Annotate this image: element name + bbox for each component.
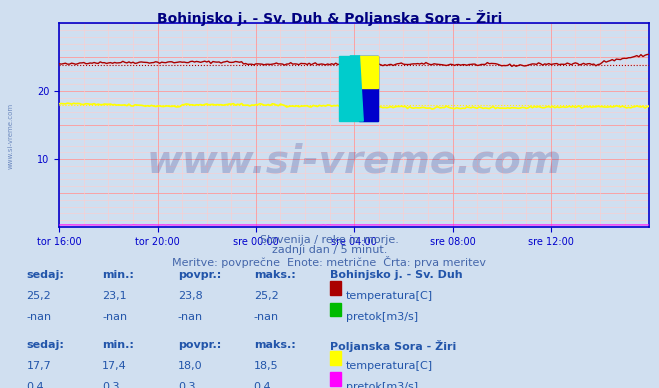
Text: maks.:: maks.: (254, 270, 295, 280)
Text: 0,4: 0,4 (26, 382, 44, 388)
Text: zadnji dan / 5 minut.: zadnji dan / 5 minut. (272, 245, 387, 255)
Text: -nan: -nan (26, 312, 51, 322)
Text: www.si-vreme.com: www.si-vreme.com (146, 143, 562, 181)
Text: maks.:: maks.: (254, 340, 295, 350)
Text: -nan: -nan (102, 312, 127, 322)
Bar (358, 56, 378, 121)
Text: 17,7: 17,7 (26, 361, 51, 371)
Text: povpr.:: povpr.: (178, 340, 221, 350)
Text: 0,3: 0,3 (178, 382, 196, 388)
Polygon shape (350, 56, 363, 121)
Text: 18,5: 18,5 (254, 361, 278, 371)
Bar (339, 56, 378, 121)
Text: Bohinjsko j. - Sv. Duh: Bohinjsko j. - Sv. Duh (330, 270, 462, 280)
Text: min.:: min.: (102, 270, 134, 280)
Text: povpr.:: povpr.: (178, 270, 221, 280)
Text: 23,1: 23,1 (102, 291, 127, 301)
Text: www.si-vreme.com: www.si-vreme.com (8, 103, 14, 169)
Text: 17,4: 17,4 (102, 361, 127, 371)
Text: Poljanska Sora - Žiri: Poljanska Sora - Žiri (330, 340, 456, 352)
Text: 0,3: 0,3 (102, 382, 120, 388)
Text: 0,4: 0,4 (254, 382, 272, 388)
Text: 23,8: 23,8 (178, 291, 203, 301)
Text: Slovenija / reke in morje.: Slovenija / reke in morje. (260, 235, 399, 245)
Text: Bohinjsko j. - Sv. Duh & Poljanska Sora - Žiri: Bohinjsko j. - Sv. Duh & Poljanska Sora … (157, 10, 502, 26)
Text: temperatura[C]: temperatura[C] (346, 291, 433, 301)
Text: min.:: min.: (102, 340, 134, 350)
Bar (358, 56, 378, 88)
Text: pretok[m3/s]: pretok[m3/s] (346, 382, 418, 388)
Text: 18,0: 18,0 (178, 361, 202, 371)
Text: temperatura[C]: temperatura[C] (346, 361, 433, 371)
Text: -nan: -nan (254, 312, 279, 322)
Text: 25,2: 25,2 (26, 291, 51, 301)
Text: pretok[m3/s]: pretok[m3/s] (346, 312, 418, 322)
Text: sedaj:: sedaj: (26, 340, 64, 350)
Text: sedaj:: sedaj: (26, 270, 64, 280)
Text: 25,2: 25,2 (254, 291, 279, 301)
Text: -nan: -nan (178, 312, 203, 322)
Text: Meritve: povprečne  Enote: metrične  Črta: prva meritev: Meritve: povprečne Enote: metrične Črta:… (173, 256, 486, 268)
